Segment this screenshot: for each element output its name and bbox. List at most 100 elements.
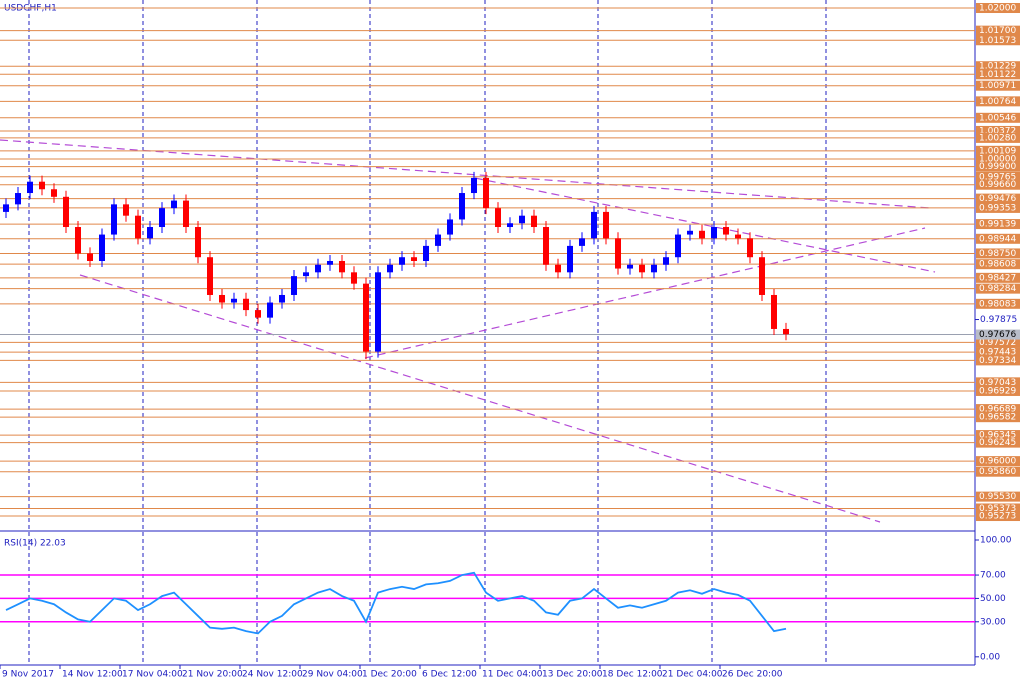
level-label-box [976,145,1020,156]
x-tick-label: 21 Nov 20:00 [182,670,243,680]
candle-body [687,230,693,235]
candle-body [375,272,381,352]
level-label-box [976,35,1020,46]
level-label: 0.99765 [979,172,1016,182]
x-tick-label: 17 Nov 04:00 [122,670,183,680]
candle-body [255,310,261,318]
level-label-box [976,248,1020,259]
candle-body [87,253,93,261]
candle-body [495,208,501,228]
candle-body [147,227,153,239]
level-label-box [976,219,1020,230]
rsi-y-tick-label: 100.00 [980,536,1012,546]
level-label-box [976,96,1020,107]
candle-body [99,234,105,261]
rsi-title: RSI(14) 22.03 [4,539,66,549]
level-label: 0.98944 [979,234,1016,244]
candle-body [411,257,417,261]
level-label-box [976,298,1020,309]
candle-body [771,294,777,329]
level-label: 1.00000 [979,155,1016,165]
level-label: 1.02000 [979,4,1016,14]
level-label-box [976,337,1020,348]
candle-body [759,257,765,295]
candle-body [243,298,249,311]
level-label-box [976,437,1020,448]
x-tick-label: 1 Dec 20:00 [362,670,417,680]
level-label-box [976,179,1020,190]
level-label: 0.99476 [979,194,1016,204]
level-label-box [976,161,1020,172]
candle-body [711,227,717,239]
level-label-box [976,132,1020,143]
level-label: 1.00764 [979,97,1016,107]
candle-body [639,264,645,273]
candle-body [51,189,57,197]
candle-body [651,264,657,273]
candle-body [555,264,561,273]
level-label: 0.95530 [979,492,1016,502]
level-label-box [976,503,1020,514]
level-label-box [976,61,1020,72]
candle-body [219,294,225,303]
candle-body [615,238,621,269]
candle-body [519,215,525,224]
candle-body [747,238,753,258]
candle-body [699,230,705,239]
x-tick-label: 6 Dec 12:00 [422,670,477,680]
level-label-box [976,154,1020,165]
level-label: 0.96929 [979,386,1016,396]
candle-body [735,234,741,239]
level-label: 1.01229 [979,62,1016,72]
candle-body [483,177,489,209]
level-label-box [976,466,1020,477]
candle-body [171,200,177,209]
level-label-box [976,456,1020,467]
level-label-box [976,412,1020,423]
y-tick-label: 0.97875 [980,315,1017,325]
level-label-box [976,112,1020,123]
level-label-box [976,259,1020,270]
level-label-box [976,193,1020,204]
candle-body [423,245,429,261]
candle-body [267,302,273,318]
level-label: 0.98083 [979,299,1016,309]
candle-body [579,238,585,246]
x-tick-label: 14 Nov 12:00 [62,670,123,680]
candle-body [447,219,453,235]
candle-body [135,215,141,239]
level-label-box [976,69,1020,80]
level-label-box [976,347,1020,358]
candle-body [207,257,213,295]
candle-body [195,227,201,258]
level-label: 0.98284 [979,284,1016,294]
level-label: 0.96582 [979,413,1016,423]
candle-body [3,204,9,212]
current-price-box [976,329,1020,340]
trend-lines [0,139,936,523]
level-label: 0.95860 [979,467,1016,477]
period-separators [28,0,827,665]
candle-body [111,204,117,235]
level-label: 0.96689 [979,405,1016,415]
level-label-box [976,25,1020,36]
candle-body [435,234,441,246]
candle-body [39,181,45,190]
rsi-y-tick-label: 70.00 [980,571,1006,581]
level-label-box [976,202,1020,213]
level-label: 0.96345 [979,431,1016,441]
x-tick-label: 9 Nov 2017 [2,670,54,680]
level-label: 1.01700 [979,26,1016,36]
level-label: 0.96245 [979,438,1016,448]
level-label-box [976,355,1020,366]
rsi-y-tick-label: 30.00 [980,617,1006,627]
x-tick-label: 21 Dec 04:00 [662,670,723,680]
candle-body [291,276,297,295]
level-label-box [976,283,1020,294]
candle-body [15,193,21,205]
level-label: 0.97572 [979,338,1016,348]
candle-body [399,257,405,265]
